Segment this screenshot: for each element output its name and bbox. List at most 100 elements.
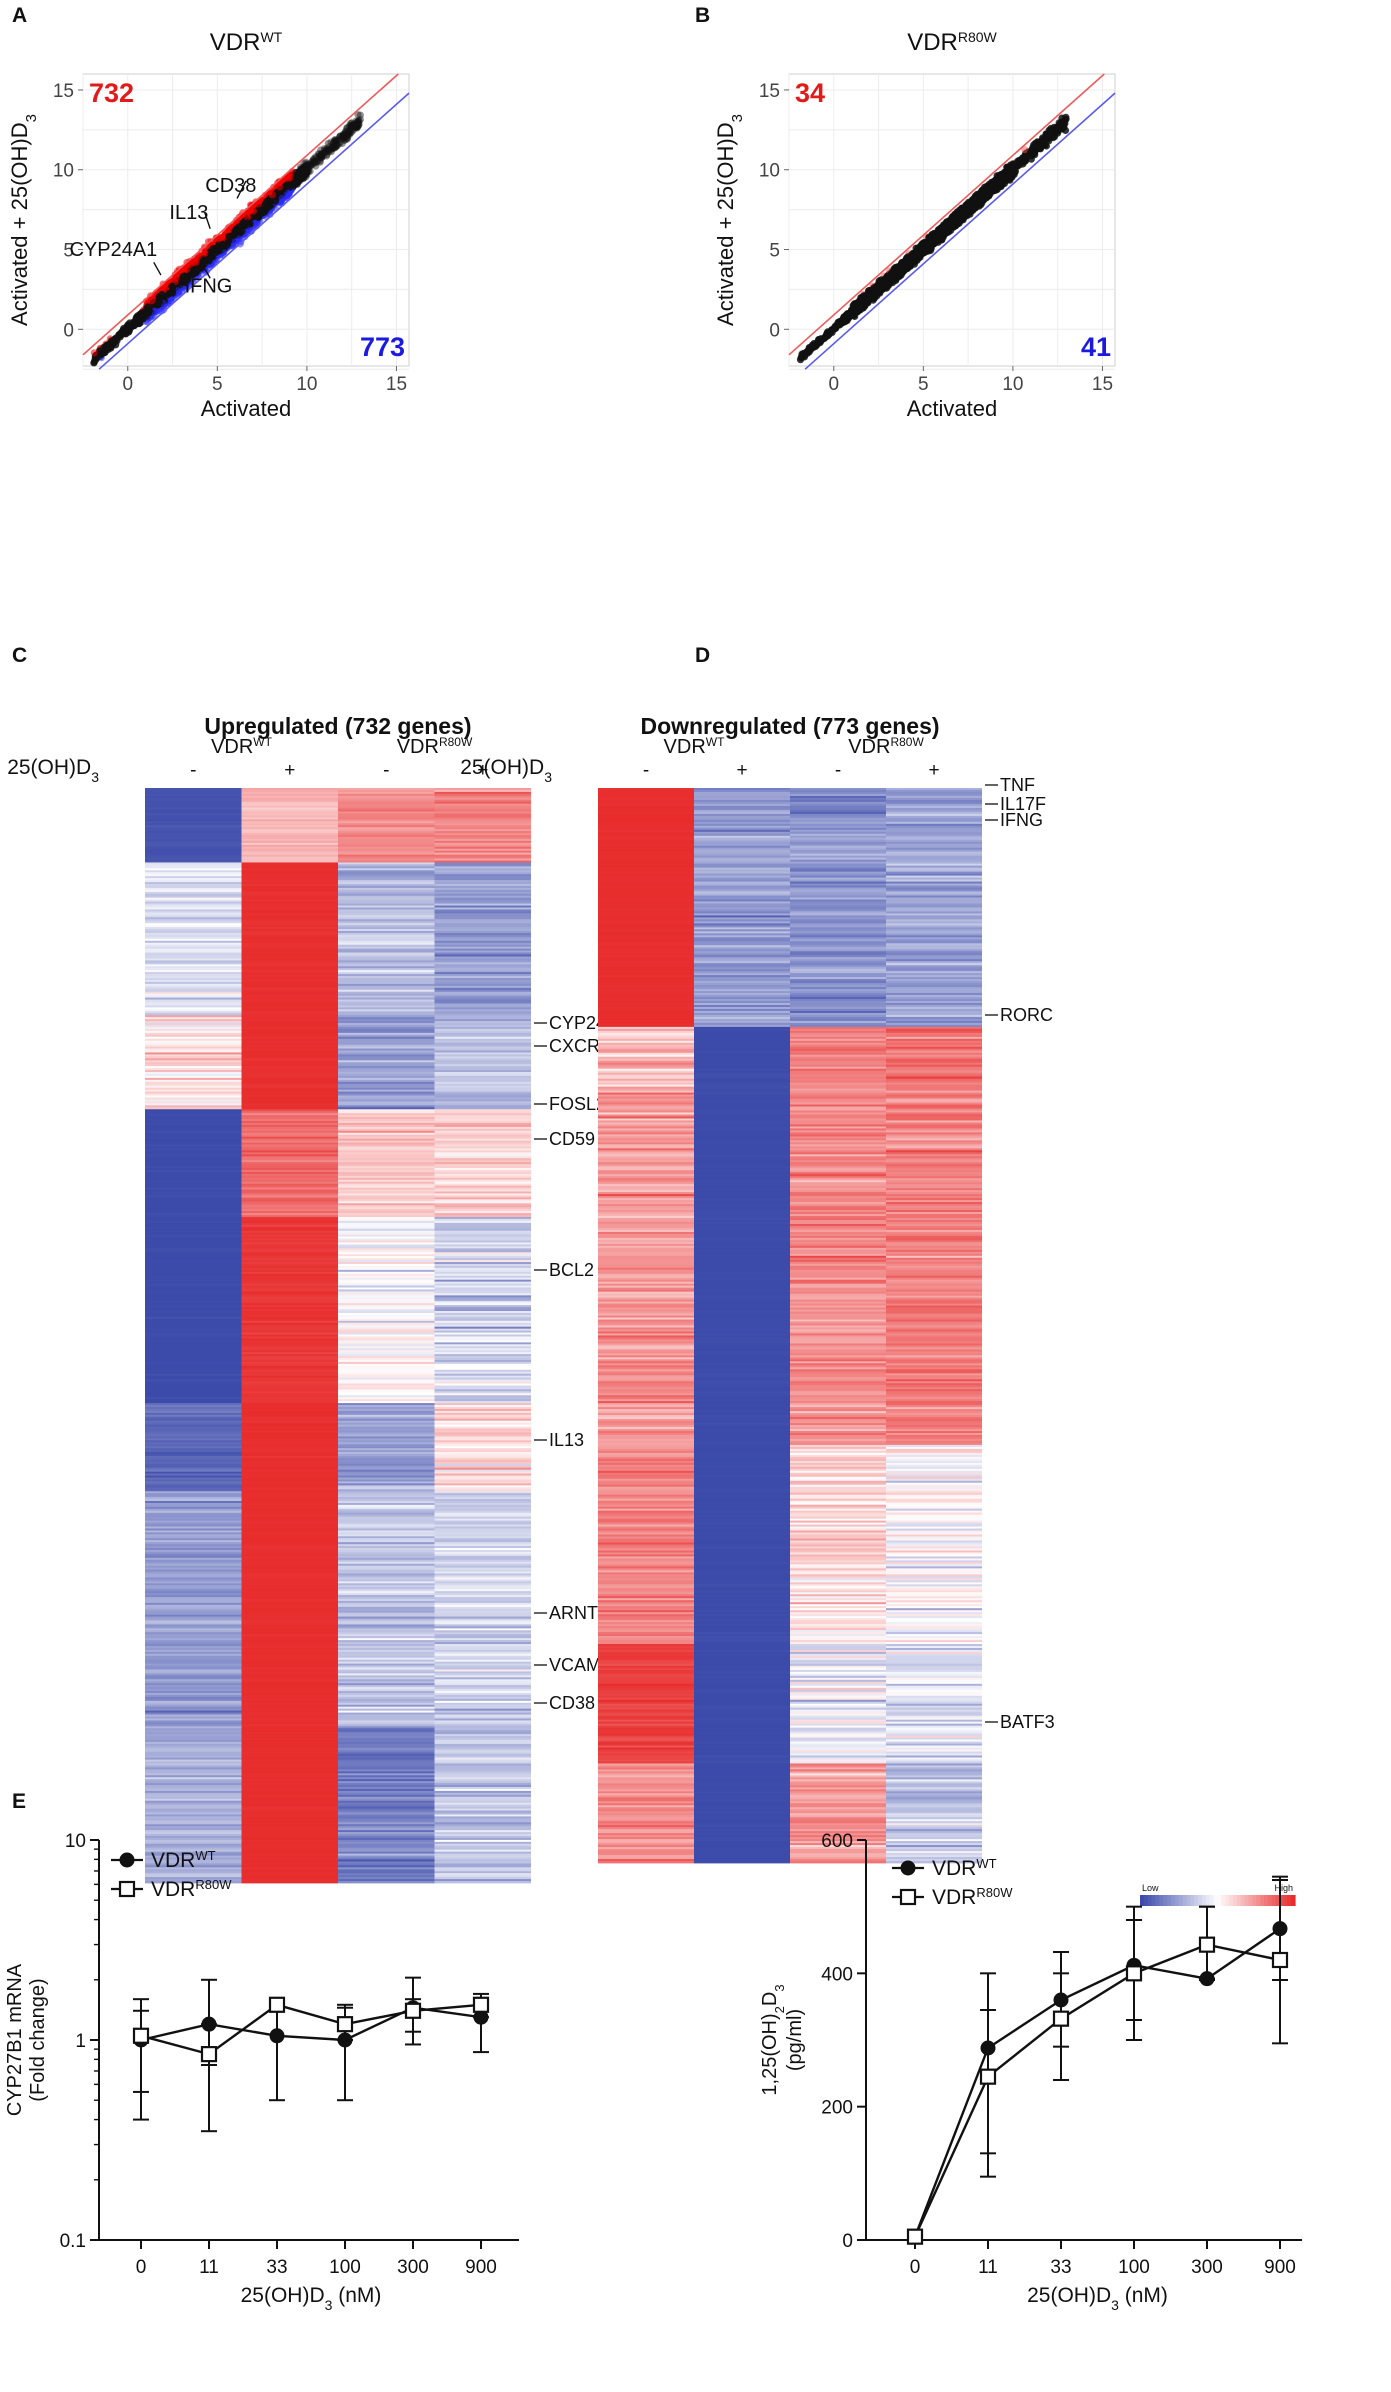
data-point	[295, 172, 303, 180]
gene-annotation: CYP24A1	[69, 239, 157, 261]
data-point	[297, 165, 305, 173]
data-point	[115, 332, 123, 340]
data-point	[293, 176, 301, 184]
up-count: 732	[89, 78, 134, 108]
data-point	[301, 168, 309, 176]
data-point	[303, 164, 311, 172]
y-tick-label: 10	[759, 161, 780, 182]
data-point	[298, 165, 306, 173]
data-point	[278, 194, 286, 202]
y-tick-label: 5	[63, 241, 74, 262]
y-tick-label: 0	[769, 320, 780, 341]
data-point	[301, 164, 309, 172]
data-point	[208, 253, 216, 261]
gene-annotation: CD38	[205, 175, 256, 197]
data-point	[332, 139, 340, 147]
data-point	[255, 212, 263, 220]
data-point	[296, 172, 304, 180]
data-point	[306, 167, 314, 175]
data-point	[284, 181, 292, 189]
data-point	[356, 111, 364, 119]
data-point	[302, 169, 310, 177]
data-point	[300, 171, 308, 179]
x-tick-label: 5	[918, 374, 929, 395]
data-point	[144, 308, 153, 316]
data-point	[300, 167, 308, 175]
data-point	[235, 223, 243, 231]
data-point	[295, 171, 303, 179]
data-point	[333, 142, 341, 150]
data-point	[297, 166, 305, 174]
gene-annotation: IL13	[169, 202, 208, 224]
panel-letter-c: C	[12, 644, 27, 667]
data-point	[263, 198, 271, 206]
data-point	[183, 265, 191, 273]
data-point	[319, 152, 327, 160]
data-point	[335, 133, 344, 141]
data-point	[229, 231, 238, 239]
data-point	[97, 350, 105, 358]
data-point	[90, 349, 98, 357]
data-point	[192, 258, 200, 266]
y-tick-label: 15	[53, 81, 74, 102]
data-point	[294, 178, 302, 186]
data-point	[297, 172, 305, 180]
data-point	[322, 148, 330, 156]
data-point	[303, 168, 311, 176]
data-point	[132, 315, 140, 323]
data-point	[112, 341, 120, 349]
data-point	[353, 119, 361, 127]
data-point	[303, 171, 311, 179]
x-tick-label: 10	[296, 374, 317, 395]
data-point	[310, 155, 318, 163]
data-point	[338, 139, 346, 147]
data-point	[339, 131, 347, 139]
data-point	[321, 149, 329, 157]
data-point	[316, 158, 324, 166]
y-tick-label: 15	[759, 81, 780, 102]
x-axis-label: Activated	[201, 396, 292, 421]
y-axis-label: Activated + 25(OH)D3	[7, 114, 40, 326]
data-point	[328, 144, 336, 152]
data-point	[268, 191, 276, 199]
data-point	[344, 130, 353, 138]
x-tick-label: 0	[122, 374, 133, 395]
data-point	[339, 134, 347, 142]
y-tick-label: 10	[53, 161, 74, 182]
data-point	[336, 132, 344, 140]
x-tick-label: 15	[1092, 374, 1113, 395]
data-point	[305, 167, 313, 175]
panel-letter-e: E	[12, 1790, 26, 1813]
data-point	[329, 143, 337, 151]
data-point	[318, 151, 326, 159]
data-point	[295, 173, 304, 181]
y-tick-label: 0	[63, 320, 74, 341]
data-point	[353, 119, 361, 127]
data-point	[317, 154, 325, 162]
panel-letter-a: A	[12, 4, 27, 27]
data-point	[329, 143, 337, 151]
data-point	[341, 128, 350, 136]
data-point	[172, 274, 180, 282]
data-point	[303, 165, 311, 173]
panel-letter-d: D	[695, 644, 710, 667]
data-point	[352, 123, 360, 131]
data-point	[298, 174, 306, 182]
data-point	[302, 169, 310, 177]
data-point	[355, 117, 363, 126]
data-point	[219, 242, 227, 250]
data-point	[300, 165, 309, 173]
data-point	[327, 144, 335, 152]
x-tick-label: 10	[1002, 374, 1023, 395]
data-point	[343, 124, 351, 132]
data-point	[200, 260, 208, 268]
data-point	[300, 163, 308, 171]
data-point	[302, 171, 310, 179]
data-point	[294, 175, 302, 183]
data-point	[294, 175, 302, 183]
data-point	[314, 157, 322, 165]
data-point	[299, 174, 307, 182]
data-point	[345, 127, 353, 135]
data-point	[295, 171, 304, 180]
